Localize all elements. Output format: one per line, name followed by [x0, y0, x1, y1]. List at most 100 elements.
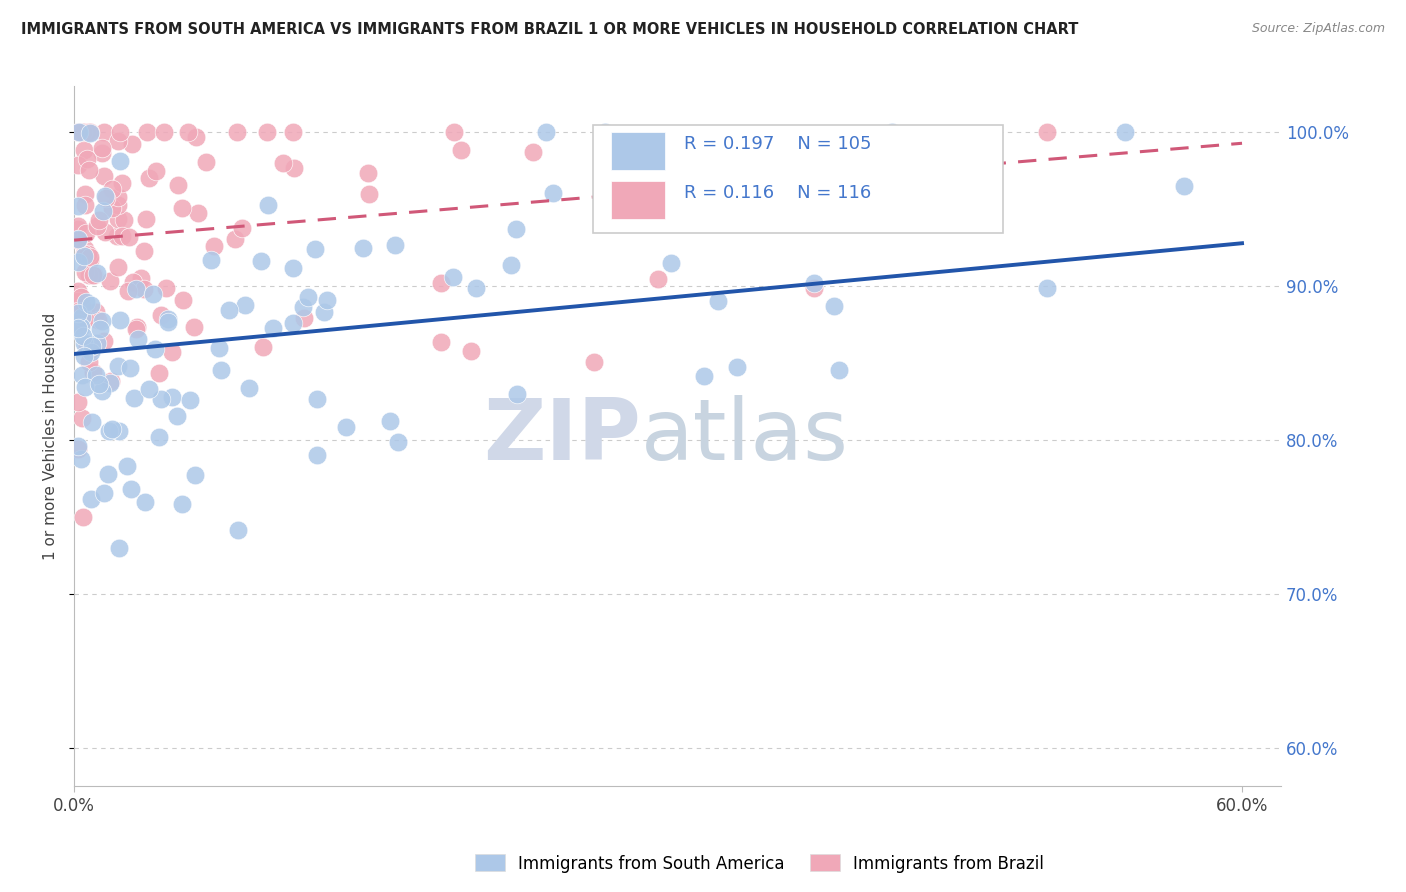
Point — [93, 169, 115, 183]
Point — [93, 225, 115, 239]
Point — [707, 293, 730, 308]
Point — [98, 424, 121, 438]
Point — [218, 303, 240, 318]
Point — [744, 129, 766, 144]
Point — [66, 306, 89, 320]
Point — [120, 482, 142, 496]
Point — [107, 212, 129, 227]
Point — [77, 247, 100, 261]
Point — [143, 342, 166, 356]
Text: R = 0.116    N = 116: R = 0.116 N = 116 — [683, 185, 870, 202]
Point — [522, 145, 544, 160]
Point — [98, 275, 121, 289]
Point — [693, 368, 716, 383]
Point — [94, 191, 117, 205]
Point — [66, 219, 89, 233]
Point — [271, 156, 294, 170]
Point — [79, 250, 101, 264]
Point — [73, 247, 96, 261]
Point — [117, 458, 139, 473]
Point — [506, 387, 529, 401]
Point — [66, 294, 89, 309]
Point — [66, 438, 89, 452]
Point — [70, 452, 93, 467]
Point — [80, 298, 103, 312]
Point — [73, 198, 96, 212]
Point — [76, 126, 98, 140]
Point — [124, 322, 146, 336]
Point — [209, 363, 232, 377]
Point — [150, 392, 173, 406]
Point — [172, 201, 194, 215]
Point — [443, 126, 465, 140]
Point — [66, 199, 89, 213]
Point — [304, 242, 326, 256]
Point — [93, 334, 115, 349]
Point — [86, 219, 108, 233]
Point — [67, 126, 90, 140]
Point — [86, 336, 108, 351]
Point — [125, 320, 148, 334]
Point — [75, 294, 97, 309]
Point — [93, 189, 115, 203]
Point — [823, 300, 845, 314]
Point — [460, 344, 482, 359]
Point — [160, 390, 183, 404]
Point — [105, 229, 128, 244]
Point — [66, 442, 89, 457]
Point — [76, 152, 98, 166]
Point — [283, 161, 305, 176]
Point — [80, 491, 103, 506]
Point — [82, 268, 104, 283]
Point — [75, 226, 97, 240]
Point — [725, 359, 748, 374]
Point — [541, 186, 564, 200]
Point — [70, 411, 93, 425]
Point — [148, 430, 170, 444]
Point — [79, 343, 101, 358]
Point — [135, 212, 157, 227]
Point — [256, 126, 278, 140]
Point — [292, 300, 315, 314]
Point — [90, 384, 112, 398]
Point — [72, 368, 94, 383]
Point — [77, 268, 100, 282]
Point — [281, 316, 304, 330]
Text: ZIP: ZIP — [484, 395, 641, 478]
Point — [73, 336, 96, 351]
Point — [66, 126, 89, 140]
Point — [312, 305, 335, 319]
Point — [72, 309, 94, 323]
Point — [127, 332, 149, 346]
Point — [66, 316, 89, 330]
Point — [200, 252, 222, 267]
Point — [156, 315, 179, 329]
Point — [281, 126, 304, 140]
Point — [82, 366, 104, 380]
Point — [179, 392, 201, 407]
Point — [112, 213, 135, 227]
Point — [501, 258, 523, 272]
Point — [72, 126, 94, 140]
Point — [880, 126, 903, 140]
Point — [66, 232, 89, 246]
Point — [80, 416, 103, 430]
Point — [93, 126, 115, 140]
Point — [125, 283, 148, 297]
Point — [187, 206, 209, 220]
Point — [283, 260, 305, 275]
Point — [359, 186, 381, 201]
Point — [122, 275, 145, 289]
Point — [827, 363, 849, 377]
Point — [87, 376, 110, 391]
Point — [111, 228, 134, 243]
Point — [77, 355, 100, 369]
Point — [803, 276, 825, 290]
Point — [66, 395, 89, 409]
Point — [593, 126, 616, 140]
Point — [98, 376, 121, 391]
Point — [233, 298, 256, 312]
Point — [91, 314, 114, 328]
Point — [297, 290, 319, 304]
Point — [117, 284, 139, 298]
